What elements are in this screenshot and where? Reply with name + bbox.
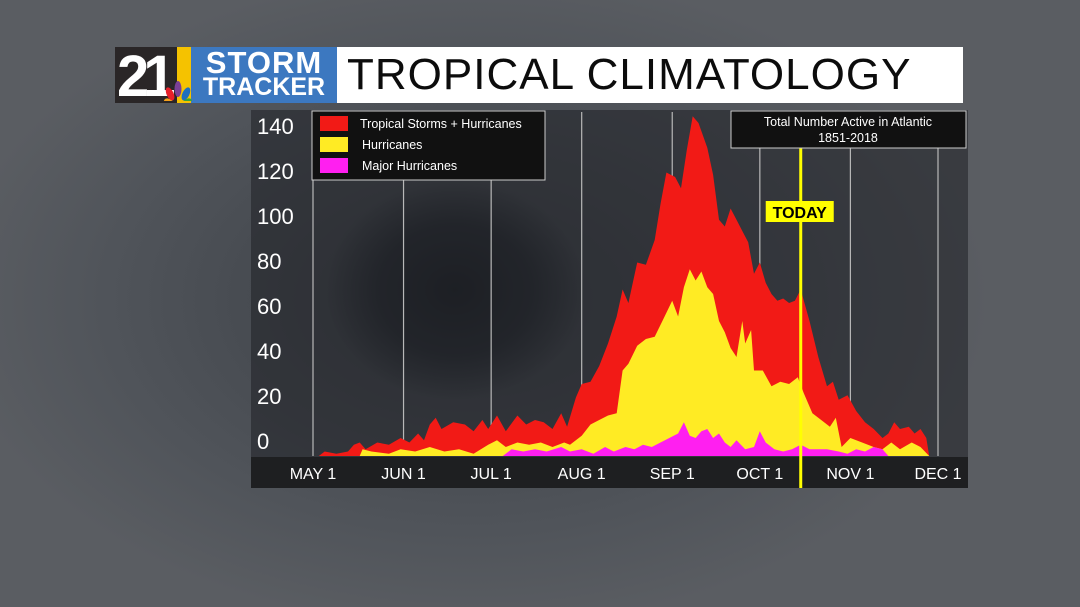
- legend-swatch: [320, 116, 348, 131]
- logo-number: 21: [117, 44, 175, 109]
- today-badge: [765, 201, 834, 222]
- page-title: TROPICAL CLIMATOLOGY: [347, 50, 912, 99]
- x-tick-label: SEP 1: [650, 466, 695, 483]
- x-tick-label: DEC 1: [914, 466, 961, 483]
- y-tick-label: 20: [257, 384, 281, 409]
- title-bar: 21 STORM TRACKER TROPICAL CLIMATOLOGY: [115, 44, 963, 109]
- legend: Tropical Storms + Hurricanes Hurricanes Ma…: [311, 110, 546, 181]
- chart-title: Total Number Active in Atlantic: [764, 115, 932, 129]
- today-label: TODAY: [773, 205, 828, 222]
- area-series-major-hurricanes: [502, 422, 889, 456]
- y-tick-label: 120: [257, 159, 294, 184]
- y-tick-label: 0: [257, 429, 269, 454]
- logo-line-1: STORM: [205, 45, 323, 80]
- x-axis-strip: [251, 457, 968, 488]
- legend-swatch: [320, 137, 348, 152]
- area-series-tropical-storms-hurricanes: [318, 116, 930, 457]
- area-series-hurricanes: [359, 269, 930, 456]
- legend-swatch: [320, 158, 348, 173]
- logo-line-2: TRACKER: [202, 73, 326, 101]
- info-box: Total Number Active in Atlantic 1851-201…: [730, 110, 967, 149]
- y-tick-label: 40: [257, 339, 281, 364]
- station-logo: 21: [115, 44, 193, 109]
- y-tick-label: 80: [257, 249, 281, 274]
- x-tick-label: JUL 1: [471, 466, 512, 483]
- x-tick-label: AUG 1: [558, 466, 606, 483]
- y-tick-label: 140: [257, 114, 294, 139]
- y-tick-label: 60: [257, 294, 281, 319]
- x-tick-label: OCT 1: [736, 466, 783, 483]
- x-tick-label: NOV 1: [826, 466, 874, 483]
- peacock-icon: [163, 81, 193, 101]
- legend-label: Tropical Storms + Hurricanes: [360, 117, 522, 131]
- legend-label: Major Hurricanes: [362, 159, 457, 173]
- y-tick-label: 100: [257, 204, 294, 229]
- storm-tracker-logo: STORM TRACKER: [191, 47, 337, 103]
- x-tick-label: MAY 1: [290, 466, 337, 483]
- x-tick-label: JUN 1: [381, 466, 426, 483]
- legend-label: Hurricanes: [362, 138, 422, 152]
- chart-subtitle: 1851-2018: [818, 131, 878, 145]
